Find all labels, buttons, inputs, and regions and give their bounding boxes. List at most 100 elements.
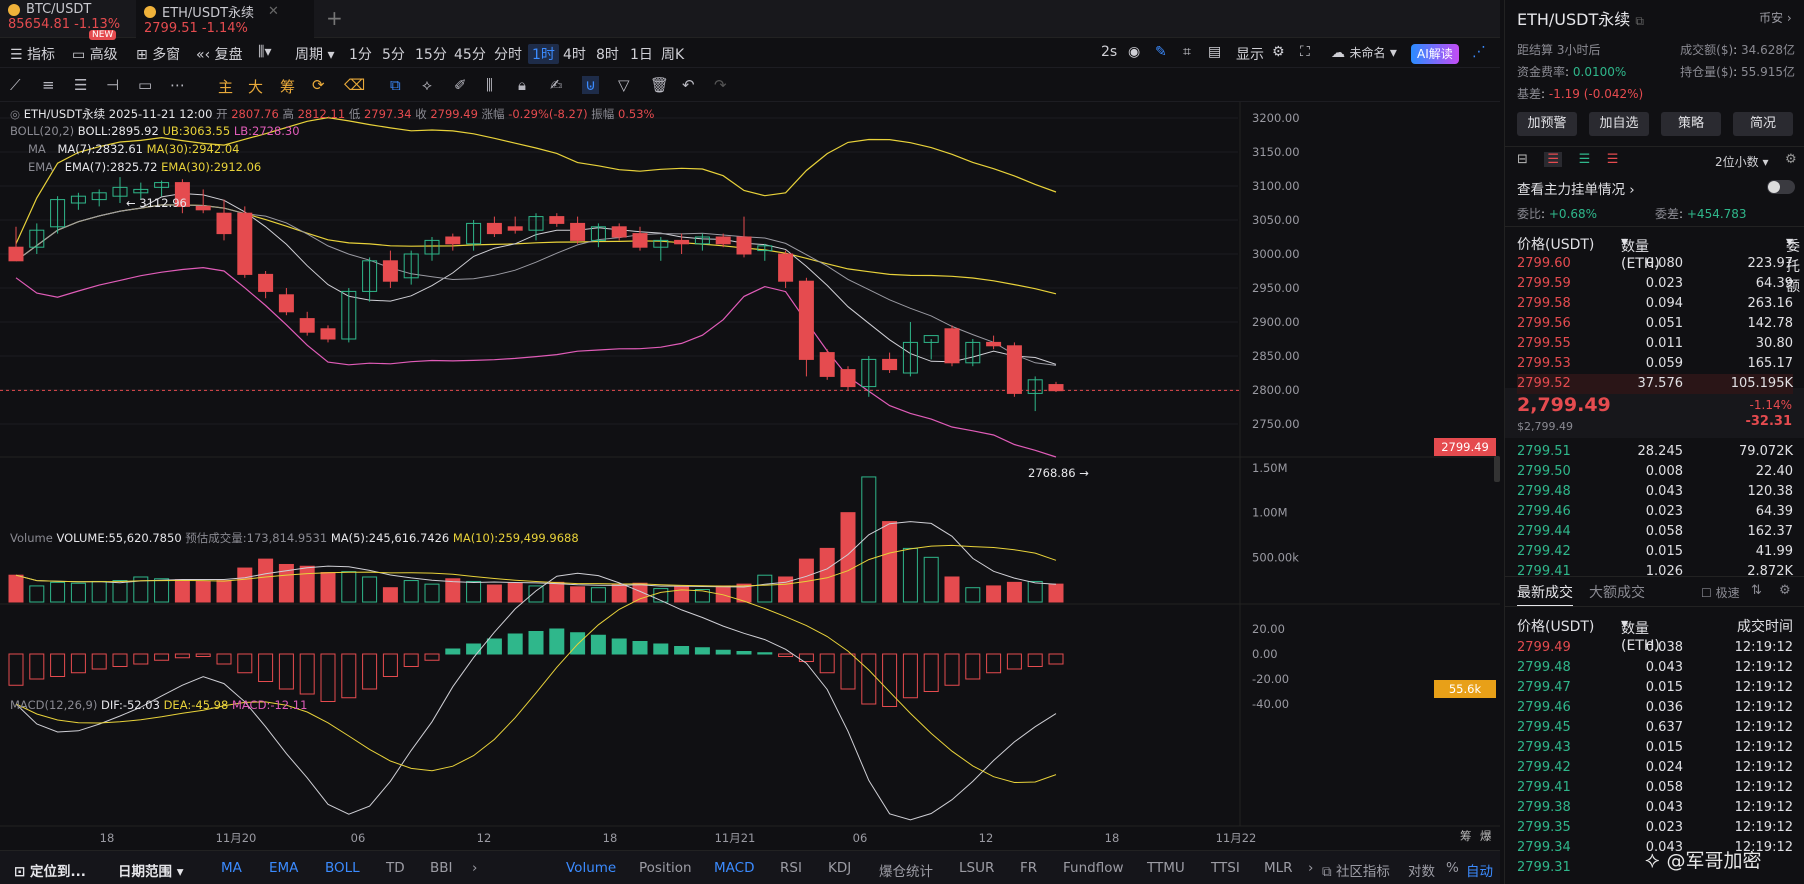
brush-icon[interactable]: ✐	[454, 76, 467, 94]
interval-15m[interactable]: 15分	[415, 47, 447, 63]
community-indicators[interactable]: ⧉ 社区指标	[1322, 864, 1390, 880]
tab-btc-usdt[interactable]: BTC/USDT 85654.81 -1.13%	[0, 0, 132, 38]
gear-icon[interactable]: ⚙	[1272, 44, 1285, 60]
tab-latest-trades[interactable]: 最新成交	[1517, 582, 1573, 607]
ind-ma[interactable]: MA	[221, 860, 242, 876]
ind-bbi[interactable]: BBI	[430, 860, 453, 876]
orderbook-view-icons[interactable]: ⊟ ☰ ☰ ☰	[1517, 152, 1619, 167]
interval-8h[interactable]: 8时	[596, 47, 619, 63]
trash-icon[interactable]: 🗑︎	[650, 76, 670, 94]
tab-eth-usdt[interactable]: ETH/USDT永续 ✕ 2799.51 -1.14%	[136, 0, 314, 38]
ind-boll[interactable]: BOLL	[325, 860, 360, 876]
add-alert-button[interactable]: 加预警	[1517, 112, 1577, 136]
trade-row[interactable]: 2799.34 0.043 12:19:12	[1517, 838, 1793, 858]
ind-td[interactable]: TD	[386, 860, 405, 876]
ind-volume[interactable]: Volume	[566, 860, 617, 876]
edit-icon[interactable]: ✍	[550, 76, 563, 94]
camera-icon[interactable]: ◉	[1128, 44, 1141, 60]
trade-row[interactable]: 2799.31	[1517, 858, 1793, 878]
trade-row[interactable]: 2799.48 0.043 12:19:12	[1517, 658, 1793, 678]
log-scale-toggle[interactable]: 对数	[1408, 864, 1435, 880]
ind-fundflow[interactable]: Fundflow	[1063, 860, 1124, 876]
chip-toggle[interactable]: 筹	[280, 78, 296, 96]
filter-icon[interactable]: ▽	[618, 76, 630, 94]
volume-legend[interactable]: Volume VOLUME:55,620.7850 预估成交量:173,814.…	[10, 530, 579, 546]
interval-1h[interactable]: 1时	[528, 44, 559, 64]
panel-collapse-handle[interactable]	[1494, 456, 1500, 482]
settings-icon[interactable]: ⚙	[1785, 152, 1797, 167]
boll-legend[interactable]: BOLL(20,2) BOLL:2895.92 UB:3063.55 LB:27…	[10, 124, 300, 138]
trade-filter-icon[interactable]: ⇅	[1751, 583, 1762, 598]
bid-row[interactable]: 2799.41 1.026 2.872K	[1517, 562, 1793, 582]
ind-ema[interactable]: EMA	[269, 860, 299, 876]
rectangle-icon[interactable]: ▭	[138, 76, 153, 94]
add-watchlist-button[interactable]: 加自选	[1589, 112, 1649, 136]
bid-row[interactable]: 2799.48 0.043 120.38	[1517, 482, 1793, 502]
share-icon[interactable]: ⋰	[1472, 44, 1486, 60]
channel-icon[interactable]: ☰	[74, 76, 88, 94]
trade-settings-icon[interactable]: ⚙	[1779, 583, 1791, 598]
exchange-link[interactable]: 币安 ›	[1759, 11, 1792, 25]
ask-row[interactable]: 2799.60 0.080 223.97	[1517, 254, 1793, 274]
ind-ttmu[interactable]: TTMU	[1147, 860, 1185, 876]
eraser-icon[interactable]: ⌫	[344, 76, 366, 94]
bid-row[interactable]: 2799.50 0.008 22.40	[1517, 462, 1793, 482]
chart-area[interactable]: 3200.00 3150.00 3100.00 3050.00 3000.00 2950.…	[0, 102, 1500, 850]
ask-row[interactable]: 2799.52 37.576 105.195K	[1517, 374, 1793, 394]
undo-icon[interactable]: ↶	[682, 76, 695, 94]
redo-icon[interactable]: ↷	[714, 76, 727, 94]
line-tool-icon[interactable]: ⟋	[10, 76, 21, 94]
fast-mode-toggle[interactable]: ☐ 极速	[1701, 586, 1740, 600]
bid-row[interactable]: 2799.42 0.015 41.99	[1517, 542, 1793, 562]
ema-legend[interactable]: EMA EMA(7):2825.72 EMA(30):2912.06	[28, 160, 261, 174]
interval-week[interactable]: 周K	[661, 47, 685, 63]
candles-icon[interactable]: ⫼	[486, 76, 493, 94]
overview-button[interactable]: 简况	[1733, 112, 1793, 136]
locate-button[interactable]: ⊡ 定位到...	[14, 864, 86, 880]
lock-icon[interactable]: 🔒︎	[518, 76, 526, 94]
fullscreen-select-icon[interactable]: ⌗	[1183, 44, 1191, 60]
chart-type-icon[interactable]: ⫼▾	[258, 44, 272, 60]
refresh-rate[interactable]: 2s	[1101, 44, 1118, 60]
ind-mlr[interactable]: MLR	[1264, 860, 1293, 876]
advanced-button[interactable]: ▭ 高级	[72, 47, 118, 63]
interval-4h[interactable]: 4时	[563, 47, 586, 63]
ask-row[interactable]: 2799.56 0.051 142.78	[1517, 314, 1793, 334]
trade-qty-header[interactable]: 数量(ETH) ▾	[1621, 616, 1660, 654]
ind-macd[interactable]: MACD	[714, 860, 755, 876]
ind-lsur[interactable]: LSUR	[959, 860, 995, 876]
interval-timeline[interactable]: 分时	[494, 47, 522, 63]
macd-legend[interactable]: MACD(12,26,9) DIF:-52.03 DEA:-45.98 MACD…	[10, 698, 307, 712]
ma-legend[interactable]: MA MA(7):2832.61 MA(30):2942.04	[28, 142, 239, 156]
trade-row[interactable]: 2799.41 0.058 12:19:12	[1517, 778, 1793, 798]
ask-row[interactable]: 2799.58 0.094 263.16	[1517, 294, 1793, 314]
trade-row[interactable]: 2799.35 0.023 12:19:12	[1517, 818, 1793, 838]
add-tab-icon[interactable]: +	[326, 6, 343, 30]
more-sub-icon[interactable]: ›	[1308, 860, 1314, 876]
ind-liquidation[interactable]: 爆仓统计	[879, 864, 933, 880]
tab-large-trades[interactable]: 大额成交	[1589, 585, 1645, 601]
bid-row[interactable]: 2799.46 0.023 64.39	[1517, 502, 1793, 522]
trade-row[interactable]: 2799.49 0.038 12:19:12	[1517, 638, 1793, 658]
eye-icon[interactable]: ◎	[10, 107, 21, 121]
interval-45m[interactable]: 45分	[454, 47, 486, 63]
cloud-save[interactable]: ☁ 未命名 ▾	[1331, 45, 1397, 61]
magnet-icon[interactable]: ⊍	[582, 76, 599, 94]
ask-row[interactable]: 2799.53 0.059 165.17	[1517, 354, 1793, 374]
replay-button[interactable]: «‹ 复盘	[196, 47, 243, 63]
ind-fr[interactable]: FR	[1020, 860, 1038, 876]
big-order-toggle[interactable]: 大	[248, 78, 264, 96]
multi-window-button[interactable]: ⊞ 多窗	[136, 47, 181, 63]
trade-row[interactable]: 2799.42 0.024 12:19:12	[1517, 758, 1793, 778]
period-dropdown[interactable]: 周期 ▾	[295, 47, 335, 63]
ai-interpret-button[interactable]: AI解读	[1411, 44, 1459, 64]
sync-icon[interactable]: ⟳	[312, 76, 325, 94]
interval-5m[interactable]: 5分	[382, 47, 405, 63]
copy-icon[interactable]: ⧉	[1635, 14, 1644, 28]
ind-kdj[interactable]: KDJ	[828, 860, 852, 876]
bid-row[interactable]: 2799.44 0.058 162.37	[1517, 522, 1793, 542]
close-icon[interactable]: ✕	[268, 4, 279, 19]
trade-row[interactable]: 2799.47 0.015 12:19:12	[1517, 678, 1793, 698]
pen-icon[interactable]: ✎	[1155, 44, 1167, 60]
ind-rsi[interactable]: RSI	[780, 860, 802, 876]
